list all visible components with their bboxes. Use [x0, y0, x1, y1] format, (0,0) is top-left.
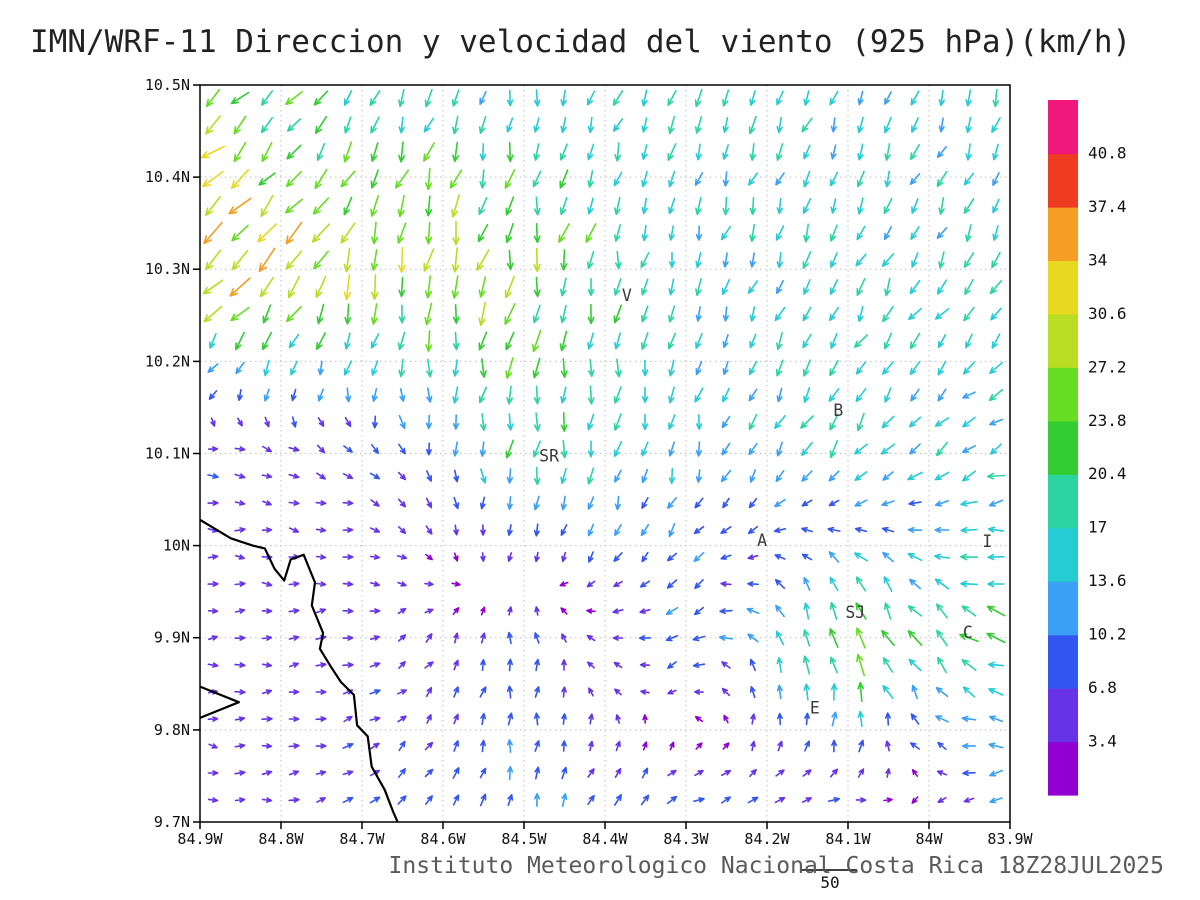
svg-text:23.8: 23.8 — [1088, 411, 1127, 430]
svg-text:10.4N: 10.4N — [145, 168, 190, 186]
svg-text:6.8: 6.8 — [1088, 678, 1117, 697]
svg-text:84.8W: 84.8W — [258, 830, 304, 848]
svg-text:9.9N: 9.9N — [154, 629, 190, 647]
svg-text:20.4: 20.4 — [1088, 464, 1127, 483]
svg-text:84W: 84W — [915, 830, 943, 848]
svg-text:9.8N: 9.8N — [154, 721, 190, 739]
svg-text:37.4: 37.4 — [1088, 197, 1127, 216]
svg-text:84.1W: 84.1W — [825, 830, 871, 848]
svg-text:17: 17 — [1088, 518, 1107, 537]
svg-text:34: 34 — [1088, 250, 1107, 269]
svg-text:84.9W: 84.9W — [177, 830, 223, 848]
svg-text:83.9W: 83.9W — [987, 830, 1033, 848]
svg-text:84.2W: 84.2W — [744, 830, 790, 848]
svg-text:10.5N: 10.5N — [145, 76, 190, 94]
reference-label: 50 — [820, 873, 840, 892]
svg-text:10.3N: 10.3N — [145, 260, 190, 278]
svg-text:30.6: 30.6 — [1088, 304, 1127, 323]
svg-text:10.2N: 10.2N — [145, 352, 190, 370]
city-label-a: A — [757, 531, 767, 550]
coastline — [199, 518, 399, 823]
axis-labels: 10.5N 10.4N 10.3N 10.2N 10.1N 10N 9.9N 9.8N 9.7N… — [145, 76, 1034, 848]
svg-text:84.4W: 84.4W — [582, 830, 628, 848]
svg-text:84.3W: 84.3W — [663, 830, 709, 848]
svg-text:3.4: 3.4 — [1088, 732, 1117, 751]
svg-text:13.6: 13.6 — [1088, 571, 1127, 590]
svg-text:84.5W: 84.5W — [501, 830, 547, 848]
chart-title: IMN/WRF-11 Direccion y velocidad del vie… — [30, 24, 1132, 60]
svg-text:84.6W: 84.6W — [420, 830, 466, 848]
city-label-sr: SR — [539, 446, 559, 465]
svg-text:10.2: 10.2 — [1088, 625, 1127, 644]
grid-lines — [200, 85, 1010, 822]
city-label-c: C — [963, 623, 973, 642]
svg-text:84.7W: 84.7W — [339, 830, 385, 848]
city-label-e: E — [810, 699, 820, 718]
svg-text:10N: 10N — [163, 537, 190, 555]
colorbar: 3.4 6.8 10.2 13.6 17 20.4 23.8 27.2 30.6 34 37.4 40… — [1048, 100, 1127, 796]
wind-arrows — [200, 88, 1006, 807]
city-labels: V B SR A I SJ C E — [539, 286, 992, 718]
svg-text:27.2: 27.2 — [1088, 357, 1127, 376]
city-label-b: B — [833, 401, 843, 420]
city-label-sj: SJ — [845, 603, 865, 622]
svg-text:40.8: 40.8 — [1088, 144, 1127, 163]
svg-text:9.7N: 9.7N — [154, 813, 190, 831]
city-label-v: V — [622, 286, 632, 305]
svg-text:10.1N: 10.1N — [145, 445, 190, 463]
caption: Instituto Meteorologico Nacional Costa R… — [388, 853, 1164, 879]
coastline — [199, 685, 240, 719]
city-label-i: I — [982, 532, 992, 551]
